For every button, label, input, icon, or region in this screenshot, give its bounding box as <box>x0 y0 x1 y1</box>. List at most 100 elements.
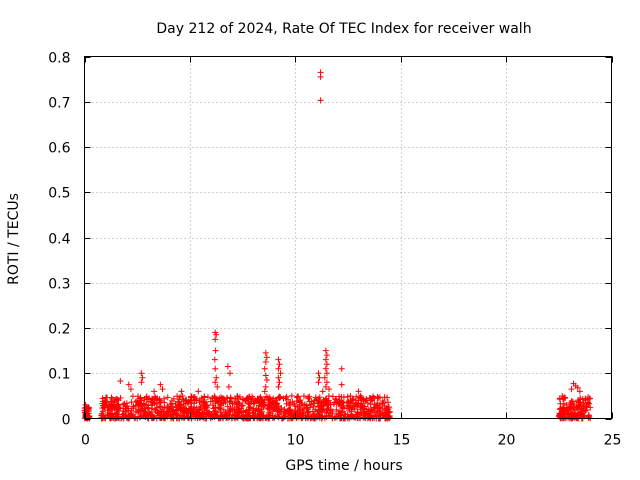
data-point <box>109 395 116 402</box>
data-point <box>108 394 115 401</box>
data-point <box>291 403 298 410</box>
data-point <box>203 399 210 406</box>
data-point <box>367 409 374 416</box>
data-point <box>263 377 270 384</box>
data-point <box>113 396 120 403</box>
data-point <box>363 395 370 402</box>
chart-title: Day 212 of 2024, Rate Of TEC Index for r… <box>156 21 531 37</box>
data-point <box>345 398 352 405</box>
data-point <box>285 396 292 403</box>
data-point <box>358 409 365 416</box>
data-point <box>313 396 320 403</box>
data-point <box>304 412 311 419</box>
data-point <box>382 407 389 414</box>
data-point <box>362 410 369 417</box>
data-point <box>562 408 569 415</box>
data-point <box>238 405 245 412</box>
data-point <box>581 412 588 419</box>
data-point <box>251 400 258 407</box>
data-point <box>305 395 312 402</box>
data-point <box>568 398 575 405</box>
data-point <box>174 393 181 400</box>
data-point <box>205 409 212 416</box>
data-point <box>127 386 134 393</box>
data-point <box>159 406 166 413</box>
y-tick-label: 0.6 <box>48 141 70 157</box>
data-point <box>297 397 304 404</box>
data-point <box>163 408 170 415</box>
data-point <box>571 405 578 412</box>
data-point <box>315 379 322 386</box>
data-point <box>296 409 303 416</box>
data-point <box>277 370 284 377</box>
data-point <box>224 414 231 421</box>
data-point <box>256 399 263 406</box>
data-point <box>234 395 241 402</box>
data-point <box>336 393 343 400</box>
data-point <box>235 406 242 413</box>
data-point <box>151 388 158 395</box>
data-point <box>355 388 362 395</box>
data-point <box>102 397 109 404</box>
data-point <box>156 410 163 417</box>
data-point <box>336 401 343 408</box>
data-point <box>189 407 196 414</box>
data-point <box>575 399 582 406</box>
data-point <box>557 414 564 421</box>
data-point <box>213 331 220 338</box>
data-point <box>138 412 145 419</box>
data-point <box>293 398 300 405</box>
data-point <box>323 407 330 414</box>
y-tick-label: 0.8 <box>48 51 70 67</box>
data-point <box>212 365 219 372</box>
y-tick-label: 0.5 <box>48 186 70 202</box>
data-point <box>211 411 218 418</box>
data-point <box>295 393 302 400</box>
data-point <box>367 395 374 402</box>
data-point <box>246 393 253 400</box>
data-point <box>231 395 238 402</box>
data-point <box>322 365 329 372</box>
data-point <box>243 396 250 403</box>
data-point <box>231 411 238 418</box>
data-point <box>579 396 586 403</box>
data-point <box>379 398 386 405</box>
data-point <box>577 395 584 402</box>
data-point <box>331 399 338 406</box>
data-point <box>344 393 351 400</box>
data-point <box>323 361 330 368</box>
data-point <box>322 347 329 354</box>
data-point <box>114 406 121 413</box>
data-point <box>139 374 146 381</box>
data-point <box>322 383 329 390</box>
data-point <box>103 401 110 408</box>
data-point <box>386 404 393 411</box>
data-point <box>144 404 151 411</box>
data-point <box>113 411 120 418</box>
data-point <box>267 404 274 411</box>
data-point <box>212 379 219 386</box>
data-point <box>323 379 330 386</box>
data-point <box>274 400 281 407</box>
data-point <box>168 397 175 404</box>
data-point <box>246 403 253 410</box>
data-point <box>568 386 575 393</box>
data-point <box>235 409 242 416</box>
data-point <box>325 401 332 408</box>
data-point <box>568 403 575 410</box>
data-point <box>377 404 384 411</box>
y-tick-labels: 0 0.1 0.2 0.3 0.4 0.5 0.6 0.7 0.8 <box>48 51 70 429</box>
data-point <box>261 388 268 395</box>
data-point <box>143 412 150 419</box>
data-point <box>267 410 274 417</box>
data-point <box>123 414 130 421</box>
data-point <box>338 381 345 388</box>
data-point <box>212 400 219 407</box>
data-point <box>338 365 345 372</box>
data-point <box>98 414 105 421</box>
data-point <box>161 399 168 406</box>
data-point <box>270 414 277 421</box>
x-tick-label: 25 <box>604 433 622 449</box>
data-point <box>342 411 349 418</box>
